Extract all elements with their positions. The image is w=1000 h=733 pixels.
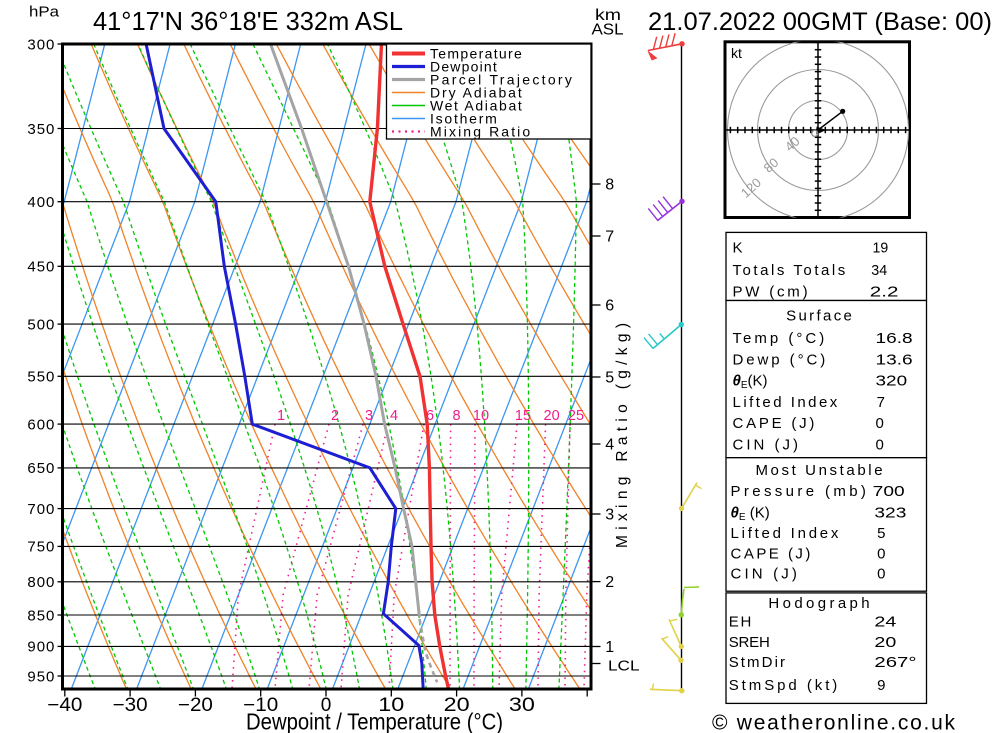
svg-text:km: km <box>595 7 621 24</box>
svg-text:20: 20 <box>874 634 896 651</box>
svg-text:Dewpoint / Temperature (°C): Dewpoint / Temperature (°C) <box>246 709 503 733</box>
svg-text:Lifted Index: Lifted Index <box>733 394 838 411</box>
svg-text:8: 8 <box>605 177 614 194</box>
svg-text:Surface: Surface <box>786 308 852 325</box>
svg-text:800: 800 <box>27 574 54 591</box>
svg-text:400: 400 <box>27 194 54 211</box>
svg-text:267°: 267° <box>874 654 916 671</box>
svg-text:0: 0 <box>321 695 332 716</box>
svg-text:Lifted Index: Lifted Index <box>731 525 839 542</box>
svg-text:θE(K): θE(K) <box>733 373 768 392</box>
svg-text:Parcel Trajectory: Parcel Trajectory <box>430 71 572 87</box>
svg-text:Temperature: Temperature <box>430 45 522 61</box>
svg-text:900: 900 <box>27 639 54 656</box>
svg-text:24: 24 <box>874 614 896 631</box>
svg-text:Most Unstable: Most Unstable <box>755 462 882 479</box>
svg-text:Dewp (°C): Dewp (°C) <box>733 351 826 368</box>
svg-text:25: 25 <box>568 408 584 424</box>
svg-text:323: 323 <box>874 504 906 521</box>
svg-text:5: 5 <box>877 525 885 542</box>
svg-text:0: 0 <box>877 565 885 582</box>
svg-text:θE (K): θE (K) <box>731 504 770 523</box>
svg-text:0: 0 <box>876 415 884 432</box>
svg-text:3: 3 <box>605 507 614 524</box>
svg-text:5: 5 <box>605 370 614 387</box>
svg-text:750: 750 <box>27 539 54 556</box>
svg-text:LCL: LCL <box>608 657 640 674</box>
svg-text:SREH: SREH <box>729 634 770 651</box>
svg-text:850: 850 <box>27 607 54 624</box>
svg-text:1: 1 <box>605 639 614 656</box>
svg-text:550: 550 <box>27 369 54 386</box>
svg-text:650: 650 <box>27 460 54 477</box>
svg-text:StmSpd (kt): StmSpd (kt) <box>729 677 838 694</box>
svg-text:4: 4 <box>390 408 398 424</box>
svg-text:9: 9 <box>877 677 885 694</box>
svg-text:320: 320 <box>876 373 908 390</box>
svg-text:700: 700 <box>873 483 905 500</box>
svg-text:ASL: ASL <box>592 22 624 39</box>
svg-text:19: 19 <box>873 239 889 256</box>
svg-text:700: 700 <box>27 501 54 518</box>
svg-text:20: 20 <box>544 408 560 424</box>
svg-text:600: 600 <box>27 416 54 433</box>
svg-text:CAPE (J): CAPE (J) <box>731 545 811 562</box>
svg-text:2: 2 <box>331 408 339 424</box>
svg-text:3: 3 <box>365 408 373 424</box>
svg-text:−10: −10 <box>243 695 278 716</box>
svg-text:Hodograph: Hodograph <box>768 595 869 612</box>
svg-text:© weatheronline.co.uk: © weatheronline.co.uk <box>712 711 956 733</box>
svg-text:7: 7 <box>605 229 614 246</box>
svg-text:4: 4 <box>605 437 614 454</box>
svg-text:Dewpoint: Dewpoint <box>430 58 497 74</box>
svg-text:kt: kt <box>731 45 742 61</box>
svg-text:300: 300 <box>27 36 54 53</box>
svg-text:500: 500 <box>27 316 54 333</box>
svg-text:6: 6 <box>426 408 434 424</box>
svg-text:41°17'N 36°18'E 332m ASL: 41°17'N 36°18'E 332m ASL <box>93 6 403 36</box>
svg-text:10: 10 <box>378 695 404 716</box>
svg-text:34: 34 <box>871 262 887 279</box>
svg-text:−20: −20 <box>178 695 213 716</box>
svg-text:20: 20 <box>444 695 470 716</box>
svg-text:21.07.2022 00GMT (Base: 00): 21.07.2022 00GMT (Base: 00) <box>648 8 992 36</box>
svg-text:2.2: 2.2 <box>870 283 899 300</box>
svg-text:2: 2 <box>605 574 614 591</box>
svg-text:hPa: hPa <box>29 4 60 21</box>
svg-text:10: 10 <box>473 408 489 424</box>
svg-text:Dry Adiabat: Dry Adiabat <box>430 84 522 100</box>
svg-text:450: 450 <box>27 259 54 276</box>
svg-text:950: 950 <box>27 668 54 685</box>
svg-text:6: 6 <box>605 298 614 315</box>
svg-text:0: 0 <box>876 437 884 454</box>
svg-text:13.6: 13.6 <box>876 351 913 368</box>
svg-text:7: 7 <box>877 394 885 411</box>
svg-text:350: 350 <box>27 121 54 138</box>
svg-text:−30: −30 <box>113 695 148 716</box>
svg-text:K: K <box>733 239 743 256</box>
svg-text:0: 0 <box>877 545 885 562</box>
svg-text:8: 8 <box>453 408 461 424</box>
svg-text:1: 1 <box>277 408 285 424</box>
svg-text:Mixing Ratio: Mixing Ratio <box>430 123 530 139</box>
svg-text:30: 30 <box>509 695 535 716</box>
svg-text:StmDir: StmDir <box>729 654 785 671</box>
svg-text:PW (cm): PW (cm) <box>733 283 808 300</box>
svg-text:Totals Totals: Totals Totals <box>733 262 846 279</box>
svg-text:15: 15 <box>515 408 531 424</box>
svg-text:16.8: 16.8 <box>876 330 913 347</box>
svg-text:−40: −40 <box>47 695 82 716</box>
svg-text:CAPE (J): CAPE (J) <box>733 415 815 432</box>
svg-text:Isotherm: Isotherm <box>430 110 497 126</box>
svg-text:EH: EH <box>729 614 752 631</box>
